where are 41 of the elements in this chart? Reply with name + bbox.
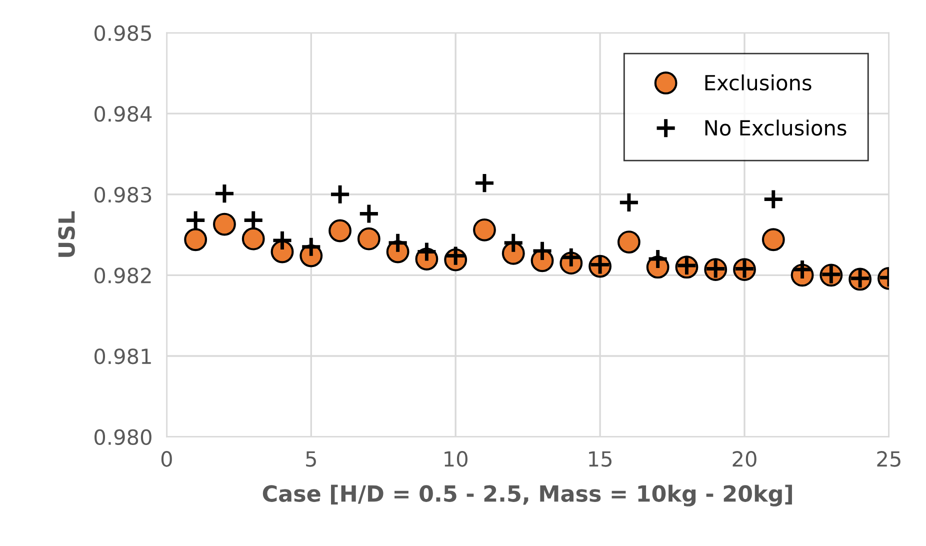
- y-tick-label: 0.982: [94, 268, 151, 284]
- point: [647, 248, 669, 270]
- point: [328, 219, 352, 242]
- point: [329, 184, 351, 206]
- point: [416, 240, 438, 263]
- y-tick-label: 0.984: [94, 106, 152, 122]
- point: [357, 227, 380, 250]
- point: [444, 245, 466, 267]
- point: [300, 236, 322, 258]
- x-tick-label: 0: [161, 451, 172, 467]
- legend-label: Exclusions: [705, 74, 812, 91]
- point: [762, 228, 785, 252]
- x-tick-label: 15: [589, 451, 612, 467]
- y-tick-label: 0.981: [94, 348, 151, 364]
- x-tick-label: 25: [877, 451, 900, 467]
- point: [617, 230, 640, 254]
- point: [762, 188, 784, 210]
- y-tick-label: 0.985: [94, 25, 151, 41]
- x-tick-label: 20: [732, 451, 756, 467]
- point: [473, 218, 496, 242]
- y-axis-title: USL: [58, 211, 75, 257]
- y-tick-label: 0.983: [94, 186, 152, 203]
- point: [271, 230, 294, 252]
- point: [474, 172, 496, 194]
- point: [560, 246, 582, 268]
- point: [184, 228, 208, 252]
- point: [242, 227, 265, 250]
- point: [618, 192, 640, 214]
- x-tick-label: 5: [306, 451, 316, 467]
- legend-label: No Exclusions: [705, 120, 846, 136]
- point: [792, 258, 814, 280]
- point: [270, 240, 294, 264]
- x-tick-label: 10: [444, 451, 468, 467]
- point: [214, 182, 236, 204]
- point: [358, 203, 380, 225]
- point: [213, 212, 236, 236]
- y-tick-label: 0.980: [94, 429, 152, 446]
- x-axis-title: Case [H/D = 0.5 - 2.5, Mass = 10kg - 20kg]: [262, 484, 792, 506]
- point: [502, 232, 524, 254]
- point: [387, 232, 409, 254]
- point: [532, 240, 554, 262]
